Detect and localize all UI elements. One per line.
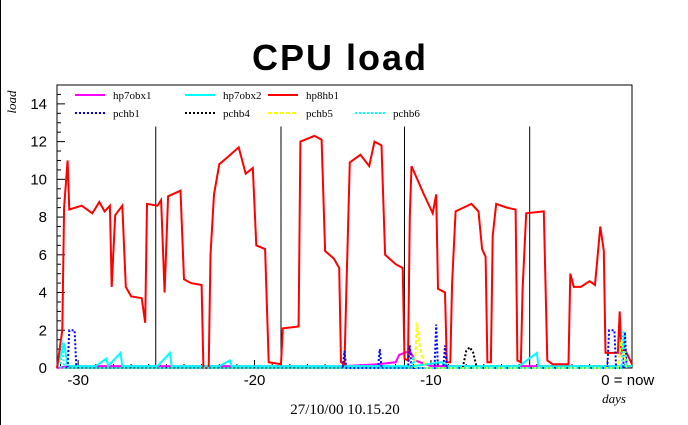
series-line-pchb1: [66, 324, 628, 369]
y-tick-label: 8: [39, 209, 47, 226]
series-line-pchb6: [59, 330, 628, 369]
legend-label-pchb4: pchb4: [223, 108, 250, 120]
legend-label-hp7obx1: hp7obx1: [113, 90, 152, 102]
y-tick-label: 4: [39, 285, 47, 302]
left-border: [0, 0, 1, 425]
x-tick-label: -20: [244, 372, 266, 389]
legend-label-hp8hb1: hp8hb1: [306, 90, 339, 102]
series-line-hp7obx2: [56, 343, 632, 369]
legend-label-pchb5: pchb5: [306, 108, 333, 120]
series-line-pchb4: [461, 345, 478, 369]
legend-label-pchb6: pchb6: [393, 108, 420, 120]
chart-title: CPU load: [252, 37, 428, 78]
y-tick-label: 10: [30, 171, 47, 188]
legend-label-hp7obx2: hp7obx2: [223, 90, 262, 102]
y-tick-label: 12: [30, 134, 47, 151]
x-tick-label: 0 = now: [601, 372, 654, 389]
y-tick-label: 6: [39, 247, 47, 264]
y-tick-label: 14: [30, 96, 47, 113]
date-stamp: 27/10/00 10.15.20: [290, 402, 400, 418]
y-tick-label: 2: [39, 322, 47, 339]
x-tick-label: -30: [67, 372, 89, 389]
legend-label-pchb1: pchb1: [113, 108, 140, 120]
y-axis-label: load: [4, 90, 19, 114]
y-tick-label: 0: [39, 360, 47, 377]
x-axis-label: days: [602, 391, 626, 406]
plot-area: 0 2 4 6 8 10 12 14 -30 -20 -10 0 = now hp7obx1 hp7obx…: [30, 84, 654, 389]
x-tick-label: -10: [420, 372, 442, 389]
series-line-hp8hb1: [56, 134, 633, 369]
